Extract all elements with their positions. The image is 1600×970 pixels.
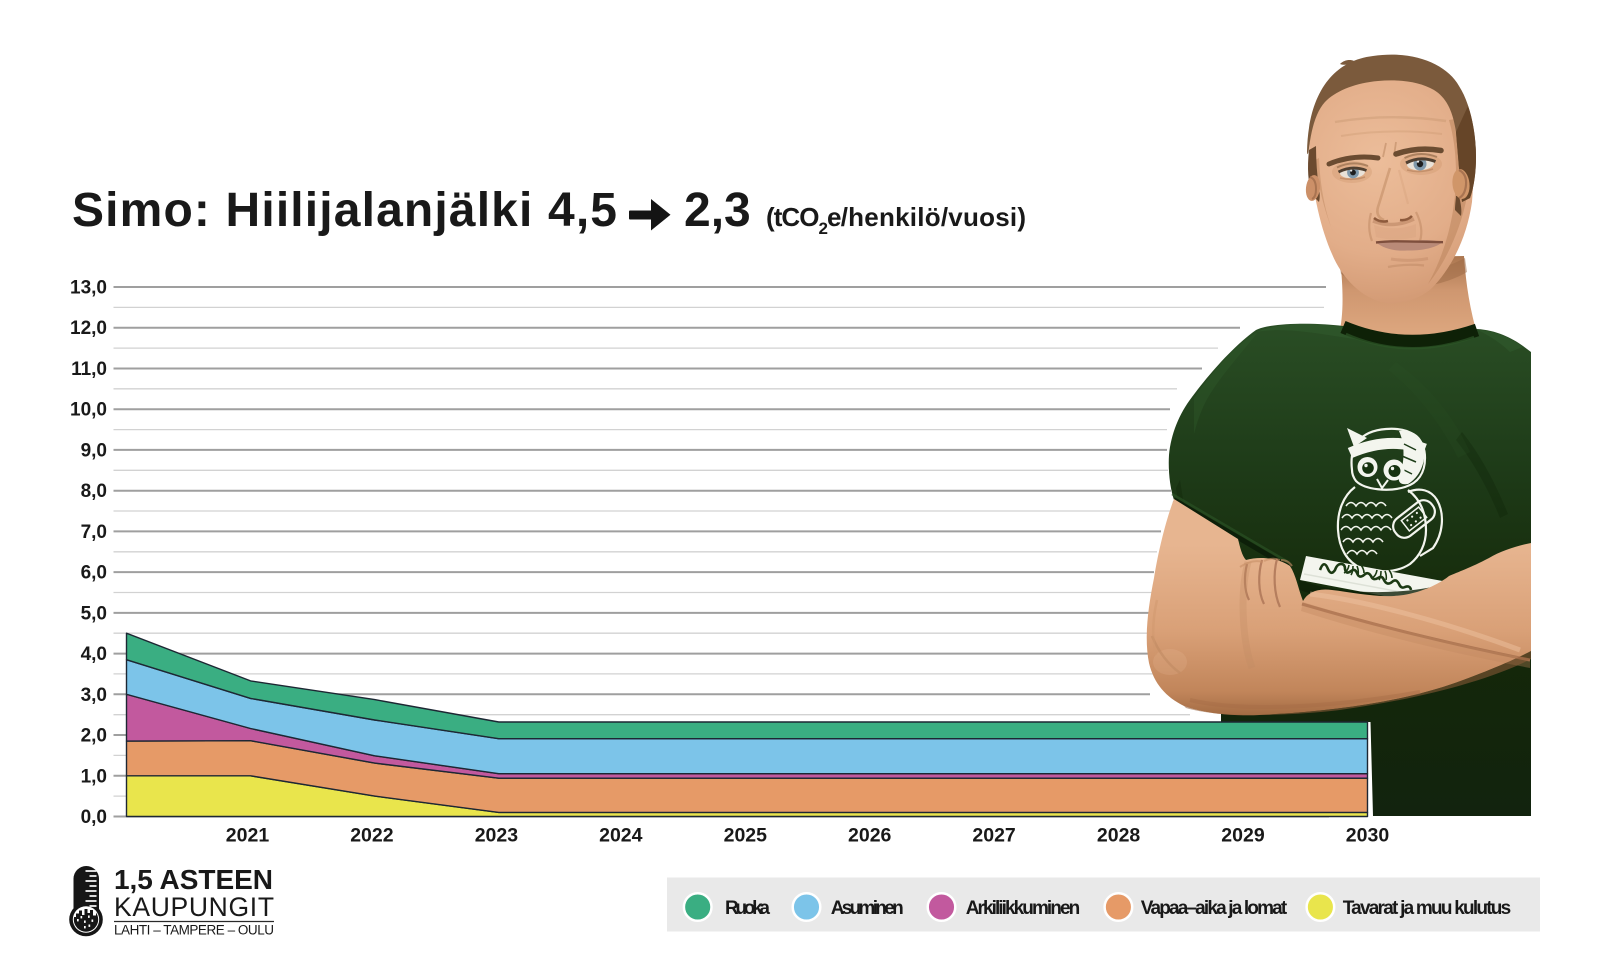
svg-text:1,5 ASTEEN: 1,5 ASTEEN [114, 864, 273, 895]
svg-text:2025: 2025 [724, 825, 768, 847]
svg-text:7,0: 7,0 [81, 522, 107, 543]
svg-text:Tavarat ja muu kulutus: Tavarat ja muu kulutus [1343, 898, 1512, 919]
svg-text:2028: 2028 [1097, 825, 1141, 847]
svg-text:Arkiliikkuminen: Arkiliikkuminen [966, 898, 1080, 919]
svg-text:(tCO2e/henkilö/vuosi): (tCO2e/henkilö/vuosi) [766, 202, 1026, 238]
svg-text:Vapaa–aika ja lomat: Vapaa–aika ja lomat [1141, 898, 1288, 919]
svg-text:0,0: 0,0 [81, 807, 107, 828]
svg-text:2,3: 2,3 [684, 184, 751, 237]
svg-text:LAHTI – TAMPERE – OULU: LAHTI – TAMPERE – OULU [114, 923, 274, 938]
svg-text:2026: 2026 [848, 825, 892, 847]
svg-text:13,0: 13,0 [70, 278, 107, 299]
svg-text:1,0: 1,0 [81, 766, 107, 787]
svg-text:11,0: 11,0 [71, 359, 107, 380]
svg-text:Asuminen: Asuminen [831, 898, 904, 919]
svg-text:5,0: 5,0 [81, 603, 107, 624]
svg-text:2021: 2021 [226, 825, 270, 847]
svg-text:Simo: Hiilijalanjälki 4,5: Simo: Hiilijalanjälki 4,5 [72, 184, 617, 237]
svg-text:6,0: 6,0 [81, 563, 107, 584]
svg-text:2023: 2023 [475, 825, 519, 847]
svg-text:12,0: 12,0 [70, 318, 107, 339]
svg-text:2029: 2029 [1221, 825, 1265, 847]
svg-text:2022: 2022 [350, 825, 394, 847]
svg-text:2030: 2030 [1346, 825, 1390, 847]
svg-text:9,0: 9,0 [81, 440, 107, 461]
svg-text:Ruoka: Ruoka [725, 898, 770, 919]
svg-text:2024: 2024 [599, 825, 643, 847]
svg-text:8,0: 8,0 [81, 481, 107, 502]
svg-text:2027: 2027 [972, 825, 1015, 847]
svg-text:KAUPUNGIT: KAUPUNGIT [114, 892, 274, 922]
svg-text:3,0: 3,0 [81, 685, 107, 706]
svg-text:10,0: 10,0 [70, 400, 107, 421]
svg-text:2,0: 2,0 [81, 726, 107, 747]
svg-text:4,0: 4,0 [81, 644, 107, 665]
